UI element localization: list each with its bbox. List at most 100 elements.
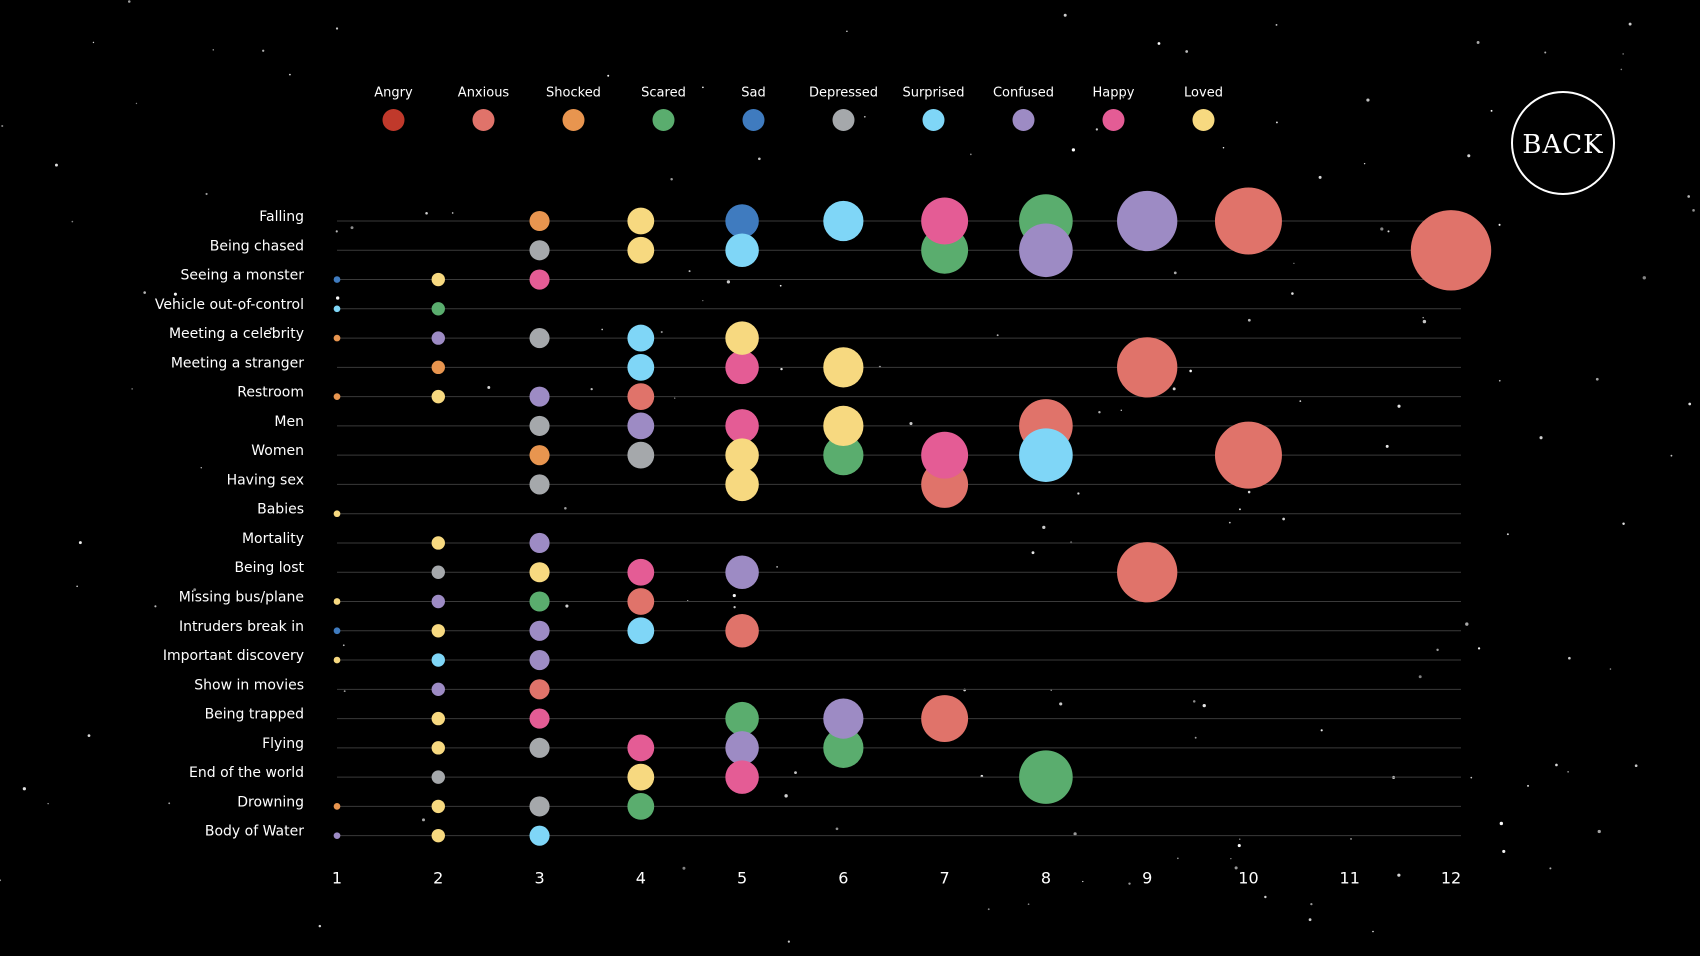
legend-swatch (1012, 109, 1035, 131)
star (1318, 175, 1322, 179)
star (1031, 551, 1035, 555)
bubble (529, 650, 550, 671)
row-label: Restroom (237, 385, 304, 401)
legend-swatch (1102, 109, 1125, 131)
star (726, 280, 731, 284)
legend-swatch (472, 109, 495, 131)
bubble (333, 510, 341, 518)
bubble (823, 435, 864, 476)
star (1173, 271, 1177, 275)
star (200, 467, 202, 469)
star (135, 102, 138, 105)
star (1506, 533, 1509, 536)
star (1620, 68, 1623, 71)
row-label: Women (251, 443, 304, 459)
star (143, 291, 146, 294)
star (732, 593, 736, 598)
bubble (529, 474, 550, 495)
star (1622, 522, 1625, 525)
legend-label: Anxious (458, 86, 510, 101)
row-label: Falling (259, 209, 304, 225)
star (1568, 656, 1571, 660)
x-tick-label: 8 (1041, 869, 1051, 888)
star (1397, 404, 1401, 408)
x-tick-label: 10 (1238, 869, 1258, 888)
star (733, 606, 736, 609)
bubble (333, 393, 341, 400)
star (1157, 42, 1161, 45)
star (1275, 121, 1278, 124)
row-label: Body of Water (205, 824, 304, 840)
bubble (431, 565, 445, 579)
back-label[interactable]: BACK (1522, 130, 1603, 160)
bubble (823, 698, 864, 739)
star (425, 211, 428, 215)
bubble (725, 350, 759, 385)
bubble (529, 210, 550, 232)
star (1128, 882, 1131, 885)
star (487, 386, 491, 389)
legend-label: Loved (1184, 86, 1223, 101)
legend-label: Surprised (902, 86, 964, 101)
bubble (627, 558, 655, 586)
star (1436, 648, 1439, 652)
star (1539, 436, 1543, 440)
bubble (333, 803, 341, 810)
star (1465, 622, 1469, 626)
legend-label: Depressed (809, 86, 878, 101)
star (1291, 292, 1294, 295)
star (1350, 838, 1352, 840)
star (1502, 849, 1506, 853)
legend-label: Shocked (546, 86, 601, 101)
back-button[interactable]: BACK (1511, 91, 1615, 195)
star (1, 124, 4, 128)
star (687, 599, 689, 602)
bubble (725, 467, 759, 502)
legend-swatch (1192, 109, 1215, 131)
star (787, 940, 790, 943)
bubble (823, 200, 864, 242)
bubble (1117, 337, 1178, 398)
bubble (725, 731, 759, 765)
star (269, 327, 273, 331)
star (87, 734, 91, 737)
bubble (921, 695, 969, 743)
row-label: Men (274, 414, 304, 430)
star (996, 334, 999, 337)
row-label: Important discovery (163, 648, 304, 664)
star (607, 74, 610, 77)
star (1308, 918, 1312, 922)
bubble (431, 682, 445, 697)
row-label: Having sex (227, 472, 304, 488)
star (1172, 387, 1176, 391)
bubble (431, 799, 445, 814)
star (564, 506, 567, 510)
star (565, 604, 569, 608)
star (71, 220, 74, 223)
star (193, 588, 197, 592)
star (1567, 771, 1569, 773)
star (1498, 223, 1501, 226)
star (1380, 227, 1384, 231)
bubble (431, 272, 445, 287)
bubble (431, 711, 445, 726)
back-circle[interactable] (1511, 91, 1615, 195)
star (1498, 379, 1501, 382)
star (1692, 209, 1695, 212)
bubble (529, 796, 550, 817)
row-label: Meeting a celebrity (169, 326, 304, 342)
star (1634, 764, 1638, 768)
star (909, 421, 913, 426)
star (1477, 647, 1481, 650)
bubble (1019, 223, 1073, 278)
bubble (333, 656, 341, 664)
star (173, 292, 177, 296)
star (1544, 51, 1547, 54)
star (1310, 903, 1313, 906)
legend-label: Sad (741, 86, 765, 101)
star (1622, 53, 1624, 55)
x-tick-label: 4 (636, 869, 646, 888)
bubble (1117, 542, 1178, 603)
bubble (627, 763, 655, 791)
star (1077, 492, 1080, 495)
